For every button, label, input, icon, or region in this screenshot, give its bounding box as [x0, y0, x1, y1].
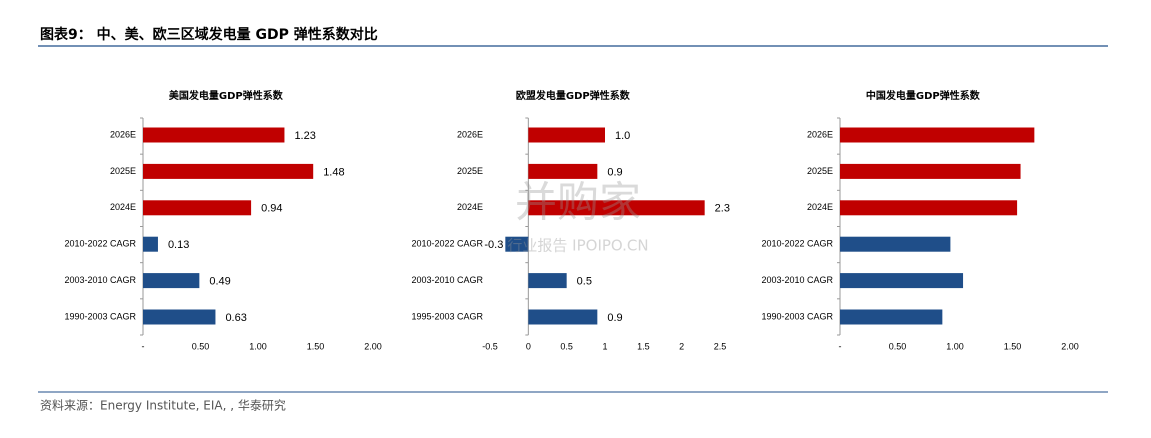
category-label: 2024E: [110, 202, 136, 212]
category-label: 2025E: [807, 166, 833, 176]
data-label: 0.63: [225, 312, 246, 324]
data-label: 2.3: [715, 203, 730, 215]
bar: [840, 200, 1018, 216]
category-label: 2026E: [457, 129, 483, 139]
category-label: 2024E: [457, 202, 483, 212]
data-label: 0.13: [168, 239, 189, 251]
data-label: 0.49: [209, 276, 230, 288]
x-tick-label: 1: [602, 341, 607, 351]
category-label: 2025E: [110, 166, 136, 176]
category-label: 2026E: [807, 129, 833, 139]
bar: [840, 163, 1021, 179]
chart-title: 美国发电量GDP弹性系数: [169, 89, 284, 102]
bar: [528, 127, 605, 143]
x-tick-label: 0.50: [192, 341, 210, 351]
category-label: 2026E: [110, 129, 136, 139]
chart-title: 中国发电量GDP弹性系数: [866, 89, 981, 102]
chart-title: 欧盟发电量GDP弹性系数: [516, 89, 631, 102]
category-label: 2025E: [457, 166, 483, 176]
bar: [840, 309, 943, 325]
x-tick-label: 2.00: [364, 341, 382, 351]
x-tick-label: 0.5: [560, 341, 573, 351]
x-tick-label: -: [142, 341, 145, 351]
x-tick-label: 2.00: [1061, 341, 1079, 351]
category-label: 1990-2003 CAGR: [64, 311, 136, 321]
data-label: 0.9: [607, 166, 622, 178]
data-label: 0.5: [577, 276, 592, 288]
category-label: 2010-2022 CAGR: [411, 239, 483, 249]
category-label: 1990-2003 CAGR: [761, 311, 833, 321]
x-tick-label: 1.50: [1004, 341, 1022, 351]
x-tick-label: 0.50: [889, 341, 907, 351]
category-label: 2010-2022 CAGR: [64, 239, 136, 249]
x-tick-label: 2: [679, 341, 684, 351]
data-label: 0.94: [261, 203, 282, 215]
data-label: 1.0: [615, 130, 630, 142]
data-label: 1.23: [294, 130, 315, 142]
bar: [528, 309, 598, 325]
category-label: 2003-2010 CAGR: [761, 275, 833, 285]
bar: [143, 309, 216, 325]
data-label: 0.9: [607, 312, 622, 324]
category-label: 1995-2003 CAGR: [411, 311, 483, 321]
x-tick-label: 1.00: [946, 341, 964, 351]
watermark: 并购家: [515, 178, 641, 227]
bar: [143, 163, 314, 179]
x-tick-label: 0: [526, 341, 531, 351]
category-label: 2010-2022 CAGR: [761, 239, 833, 249]
bar: [840, 236, 951, 252]
x-tick-label: -0.5: [482, 341, 498, 351]
bar: [505, 236, 529, 252]
source: 资料来源：Energy Institute, EIA, , 华泰研究: [40, 398, 286, 413]
watermark-sub: 行业报告 IPOIPO.CN: [507, 237, 648, 255]
bar: [143, 236, 158, 252]
category-label: 2024E: [807, 202, 833, 212]
bar: [840, 273, 964, 289]
bar: [528, 200, 705, 216]
data-label: 1.48: [323, 166, 344, 178]
bar: [528, 273, 567, 289]
x-tick-label: 1.00: [249, 341, 267, 351]
category-label: 2003-2010 CAGR: [411, 275, 483, 285]
bar: [143, 127, 285, 143]
bar: [143, 273, 200, 289]
x-tick-label: -: [839, 341, 842, 351]
bar: [143, 200, 252, 216]
category-label: 2003-2010 CAGR: [64, 275, 136, 285]
x-tick-label: 1.50: [307, 341, 325, 351]
data-label: -0.3: [484, 239, 503, 251]
page-title: 图表9： 中、美、欧三区域发电量 GDP 弹性系数对比: [40, 26, 378, 43]
x-tick-label: 1.5: [637, 341, 650, 351]
x-tick-label: 2.5: [714, 341, 727, 351]
bar: [840, 127, 1035, 143]
bar: [528, 163, 598, 179]
